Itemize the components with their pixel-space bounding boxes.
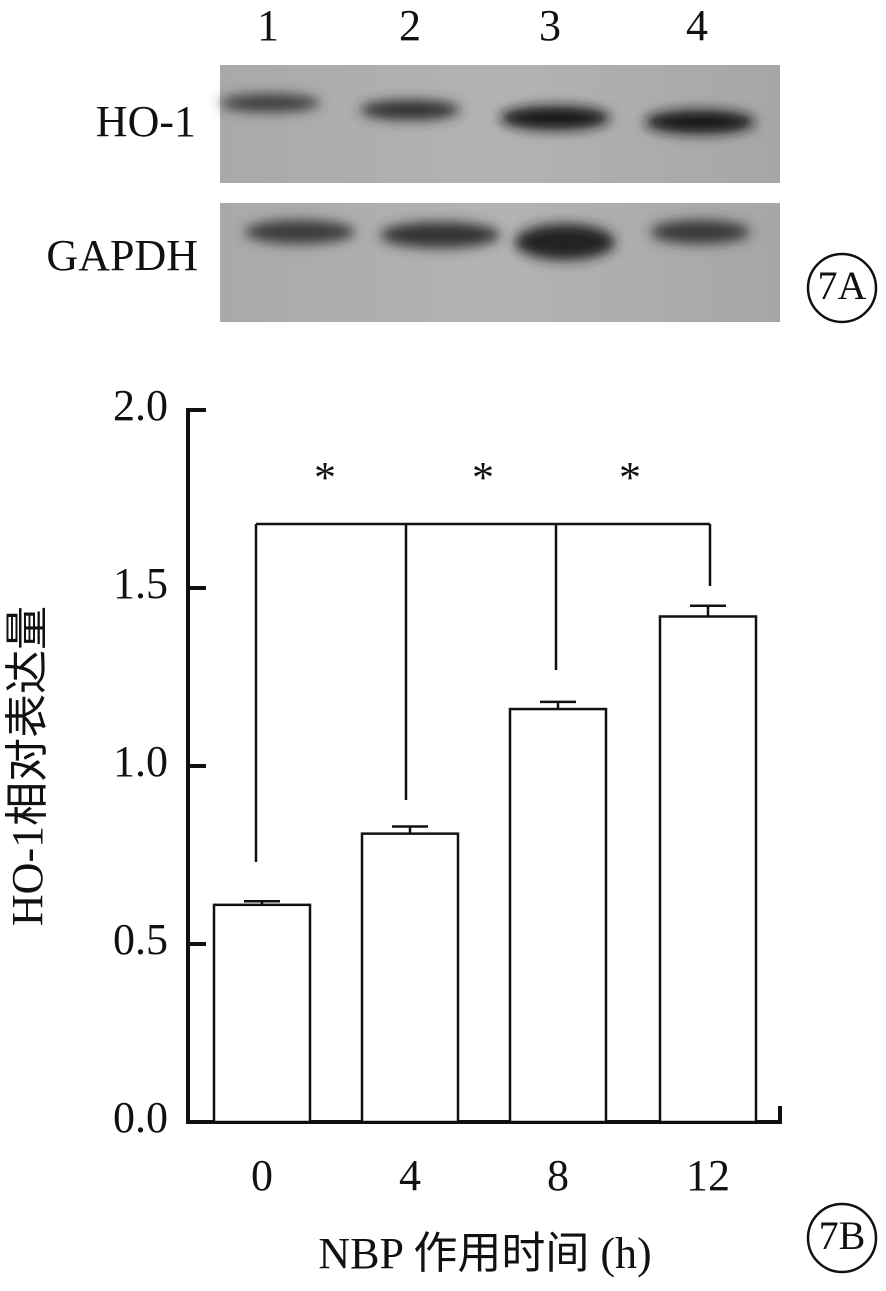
x-tick-label: 12	[686, 1151, 730, 1200]
y-tick-label: 2.0	[113, 381, 168, 430]
y-tick-label: 0.5	[113, 915, 168, 964]
x-tick-label: 4	[399, 1151, 421, 1200]
panel-label: 7A	[818, 263, 867, 308]
bar	[658, 615, 758, 1124]
error-bar	[392, 825, 428, 834]
panel-circle	[806, 1202, 878, 1274]
lane-label: 3	[539, 1, 561, 50]
error-bar	[244, 900, 280, 905]
significance-star: *	[619, 453, 641, 502]
bar	[508, 707, 608, 1124]
y-axis-label: HO-1相对表达量	[3, 606, 52, 926]
x-tick-label: 8	[547, 1151, 569, 1200]
y-tick-label: 1.5	[113, 559, 168, 608]
significance-star: *	[472, 453, 494, 502]
error-bar	[540, 700, 576, 710]
lane-label: 4	[686, 1, 708, 50]
error-bar	[690, 604, 726, 617]
significance-star: *	[314, 453, 336, 502]
bar	[212, 903, 312, 1124]
panel-circle	[806, 252, 878, 324]
y-tick-label: 0.0	[113, 1093, 168, 1142]
y-tick-label: 1.0	[113, 737, 168, 786]
panel-label: 7B	[819, 1213, 866, 1258]
blot-bands	[220, 94, 755, 260]
lane-label: 1	[257, 1, 279, 50]
bar	[360, 832, 460, 1124]
lane-label: 2	[399, 1, 421, 50]
x-tick-label: 0	[251, 1151, 273, 1200]
significance-bracket	[254, 522, 712, 862]
row-label: GAPDH	[46, 231, 198, 280]
x-axis-label: NBP 作用时间 (h)	[318, 1229, 651, 1278]
row-label: HO-1	[96, 97, 196, 146]
